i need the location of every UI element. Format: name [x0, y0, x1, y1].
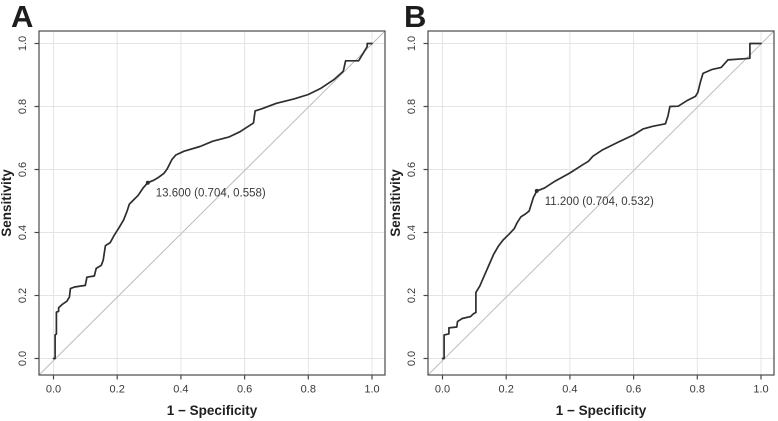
- cutoff-point: [145, 180, 150, 185]
- x-tick-label: 0.4: [173, 384, 188, 396]
- y-tick-label: 0.8: [406, 99, 418, 114]
- diagonal-reference-line: [427, 30, 775, 376]
- y-tick-label: 0.4: [17, 225, 29, 240]
- y-tick-label: 0.2: [17, 288, 29, 303]
- y-tick-label: 1.0: [17, 36, 29, 51]
- roc-panel-a: 13.600 (0.704, 0.558) 0.0 0.2 0.4 0.6 0.8 1.0 0…: [0, 0, 386, 418]
- x-tick-label: 0.0: [46, 384, 61, 396]
- chart-layer-b: 11.200 (0.704, 0.532) 0.0 0.2 0.4 0.6 0.8 1.0 0…: [406, 30, 775, 396]
- y-tick-label: 0.0: [17, 351, 29, 366]
- roc-chart-a: 13.600 (0.704, 0.558) 0.0 0.2 0.4 0.6 0.8 1.0 0…: [0, 0, 386, 418]
- x-tick-label: 0.6: [626, 384, 641, 396]
- x-axis-title: 1 − Specificity: [556, 403, 647, 418]
- diagonal-reference-line: [38, 30, 386, 376]
- panel-label-b: B: [404, 0, 426, 34]
- panel-label-a: A: [11, 0, 33, 34]
- grid-lines: [428, 31, 774, 375]
- x-tick-label: 0.2: [110, 384, 125, 396]
- axis-ticks: [423, 42, 762, 380]
- x-tick-label: 1.0: [753, 384, 768, 396]
- y-axis-title: Sensitivity: [389, 169, 403, 237]
- y-tick-label: 0.4: [406, 225, 418, 240]
- roc-chart-b: 11.200 (0.704, 0.532) 0.0 0.2 0.4 0.6 0.8 1.0 0…: [389, 0, 775, 418]
- y-axis-title: Sensitivity: [0, 169, 14, 237]
- plot-frame: [427, 30, 775, 376]
- axis-ticks: [34, 42, 373, 380]
- roc-panel-b: 11.200 (0.704, 0.532) 0.0 0.2 0.4 0.6 0.8 1.0 0…: [389, 0, 778, 421]
- grid-lines: [39, 31, 385, 375]
- x-tick-label: 0.8: [301, 384, 316, 396]
- cutoff-annotation: 11.200 (0.704, 0.532): [545, 196, 654, 208]
- x-tick-label: 1.0: [364, 384, 379, 396]
- x-tick-label: 0.0: [435, 384, 450, 396]
- y-tick-label: 0.6: [406, 162, 418, 177]
- y-tick-label: 1.0: [406, 36, 418, 51]
- x-tick-label: 0.6: [237, 384, 252, 396]
- y-tick-label: 0.8: [17, 99, 29, 114]
- x-axis-title: 1 − Specificity: [167, 403, 258, 418]
- roc-curve: [52, 42, 373, 360]
- y-tick-label: 0.0: [406, 351, 418, 366]
- y-tick-label: 0.6: [17, 162, 29, 177]
- cutoff-point: [534, 188, 539, 193]
- x-tick-label: 0.4: [562, 384, 577, 396]
- x-tick-label: 0.2: [499, 384, 514, 396]
- roc-curve: [441, 42, 762, 360]
- cutoff-annotation: 13.600 (0.704, 0.558): [156, 188, 266, 200]
- x-tick-label: 0.8: [690, 384, 705, 396]
- chart-layer-a: 13.600 (0.704, 0.558) 0.0 0.2 0.4 0.6 0.8 1.0 0…: [17, 30, 386, 396]
- plot-frame: [38, 30, 386, 376]
- y-tick-label: 0.2: [406, 288, 418, 303]
